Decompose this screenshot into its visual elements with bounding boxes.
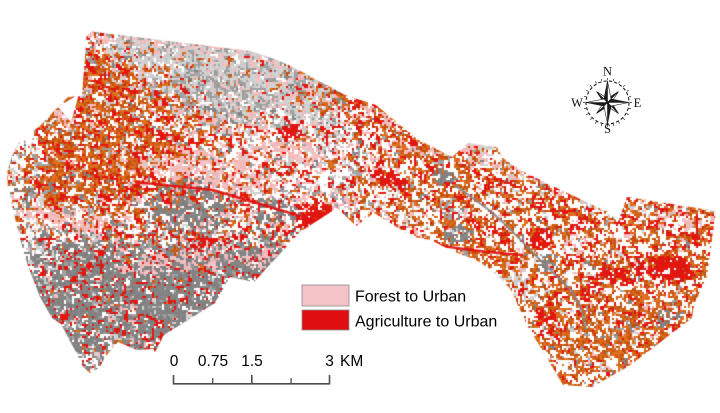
svg-text:Agriculture to Urban: Agriculture to Urban bbox=[355, 314, 497, 331]
svg-text:KM: KM bbox=[340, 353, 363, 370]
svg-text:E: E bbox=[634, 96, 642, 110]
svg-text:N: N bbox=[603, 65, 612, 79]
svg-text:W: W bbox=[571, 96, 583, 110]
svg-text:1.5: 1.5 bbox=[241, 353, 263, 370]
svg-text:0: 0 bbox=[170, 353, 179, 370]
svg-text:Forest to Urban: Forest to Urban bbox=[355, 289, 466, 306]
svg-text:S: S bbox=[604, 122, 611, 136]
svg-text:3: 3 bbox=[325, 353, 334, 370]
svg-text:0.75: 0.75 bbox=[198, 353, 228, 370]
